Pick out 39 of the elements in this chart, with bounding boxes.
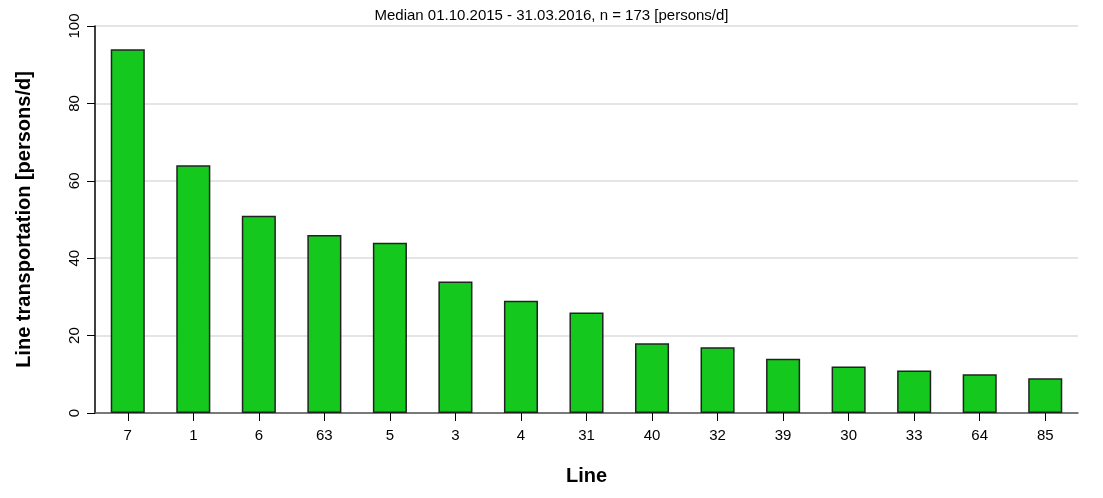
y-tick-label: 20 — [65, 327, 82, 344]
bar — [897, 370, 932, 413]
bar — [503, 300, 539, 413]
chart-title: Median 01.10.2015 - 31.03.2016, n = 173 [persons/d] — [374, 6, 729, 23]
bar — [766, 358, 801, 413]
y-tick-label: 100 — [65, 13, 82, 39]
y-tick-label: 0 — [65, 408, 82, 418]
y-tick-label: 80 — [65, 95, 82, 112]
x-tick-label: 63 — [316, 426, 333, 443]
x-tick-label: 31 — [578, 426, 595, 443]
bar — [569, 312, 604, 413]
x-tick-label: 5 — [385, 426, 395, 443]
x-tick-label: 64 — [971, 426, 989, 443]
x-tick-label: 30 — [840, 426, 857, 443]
bar — [372, 242, 407, 413]
bar — [831, 366, 866, 413]
bar — [307, 234, 342, 413]
bar — [110, 49, 145, 413]
bar — [700, 347, 735, 413]
x-tick-label: 4 — [516, 426, 526, 443]
x-tick-label: 40 — [643, 426, 661, 443]
bar — [438, 281, 473, 413]
x-tick-label: 7 — [123, 426, 132, 443]
y-tick-label: 60 — [65, 172, 82, 190]
x-tick-label: 39 — [774, 426, 792, 443]
bar — [241, 215, 276, 413]
bar — [1028, 378, 1063, 413]
bar — [962, 374, 997, 413]
bar — [176, 165, 211, 413]
y-axis-title: Line transportation [persons/d] — [12, 71, 34, 368]
x-tick-label: 3 — [451, 426, 460, 443]
x-tick-label: 85 — [1036, 426, 1054, 443]
y-tick-label: 40 — [65, 249, 82, 267]
x-tick-label: 32 — [709, 426, 726, 443]
bar — [634, 343, 670, 413]
x-axis-title: Line — [565, 464, 608, 486]
x-tick-label: 1 — [189, 426, 198, 443]
x-tick-label: 33 — [905, 426, 923, 443]
x-tick-label: 6 — [254, 426, 264, 443]
